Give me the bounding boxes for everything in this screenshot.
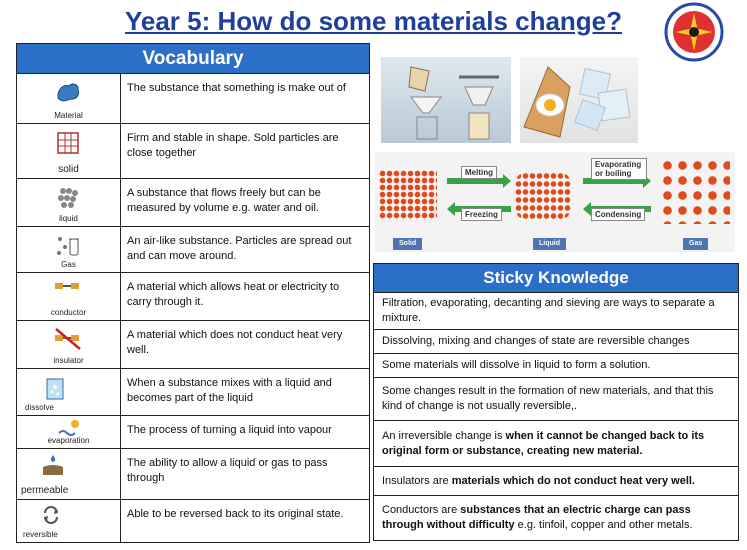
sticky-row: Conductors are substances that an electr… xyxy=(382,504,693,531)
sticky-knowledge-heading: Sticky Knowledge xyxy=(374,264,738,293)
liquid-state-label: Liquid xyxy=(533,238,566,250)
school-crest-icon xyxy=(664,2,724,62)
vocab-row-material: Material The substance that something is… xyxy=(17,74,369,124)
vocab-row-conductor: conductor A material which allows heat o… xyxy=(17,273,369,321)
vocabulary-heading: Vocabulary xyxy=(17,44,369,74)
insulator-icon xyxy=(55,328,81,350)
sticky-row: Insulators are materials which do not co… xyxy=(374,467,738,496)
vocab-definition: The ability to allow a liquid or gas to … xyxy=(127,457,328,484)
vocab-row-dissolve: dissolve When a substance mixes with a l… xyxy=(17,369,369,416)
vocab-definition: A substance that flows freely but can be… xyxy=(127,187,321,214)
sticky-row: Dissolving, mixing and changes of state … xyxy=(374,330,738,354)
vocab-row-solid: solid Firm and stable in shape. Sold par… xyxy=(17,124,369,179)
vocab-definition: The substance that something is make out… xyxy=(127,82,346,94)
sticky-row: Some materials will dissolve in liquid t… xyxy=(374,354,738,378)
dissolve-icon xyxy=(46,378,64,400)
vocab-row-insulator: insulator A material which does not cond… xyxy=(17,321,369,369)
vocab-definition: Firm and stable in shape. Sold particles… xyxy=(127,132,339,159)
vocab-definition: A material which does not conduct heat v… xyxy=(127,329,343,356)
vocab-row-liquid: liquid A substance that flows freely but… xyxy=(17,179,369,227)
gas-state-label: Gas xyxy=(683,238,709,250)
sticky-knowledge-table: Sticky Knowledge Filtration, evaporating… xyxy=(373,263,739,541)
states-of-matter-diagram: Melting Freezing Evaporating or boiling … xyxy=(375,152,735,252)
sticky-row: Some changes result in the formation of … xyxy=(374,378,738,421)
liquid-icon xyxy=(58,188,78,208)
vocab-row-evaporation: evaporation The process of turning a liq… xyxy=(17,416,369,449)
vocab-row-permeable: permeable The ability to allow a liquid … xyxy=(17,449,369,500)
state-arrows-icon xyxy=(447,174,651,216)
material-icon xyxy=(57,83,79,102)
permeable-icon xyxy=(43,455,63,475)
page-title: Year 5: How do some materials change? xyxy=(124,6,623,36)
funnel-filter-icon xyxy=(408,66,499,140)
vocab-definition: Able to be reversed back to its original… xyxy=(127,508,344,520)
vocab-definition: When a substance mixes with a liquid and… xyxy=(127,377,332,404)
vocab-definition: An air-like substance. Particles are spr… xyxy=(127,235,352,262)
filtering-photo xyxy=(381,57,511,143)
condensing-label: Condensing xyxy=(591,208,646,221)
solid-icon xyxy=(57,132,79,154)
vocab-row-gas: Gas An air-like substance. Particles are… xyxy=(17,227,369,273)
vocabulary-table: Vocabulary Material The substance that s… xyxy=(16,43,370,543)
vocab-definition: The process of turning a liquid into vap… xyxy=(127,424,332,436)
sticky-row: An irreversible change is when it cannot… xyxy=(374,421,738,467)
melting-label: Melting xyxy=(461,166,497,179)
freezing-label: Freezing xyxy=(461,208,502,221)
solid-state-label: Solid xyxy=(393,238,423,250)
gas-icon xyxy=(57,237,79,256)
sticky-row: Filtration, evaporating, decanting and s… xyxy=(374,293,738,330)
solid-particles xyxy=(379,170,437,220)
egg-and-ice-icon xyxy=(523,66,631,138)
liquid-particles xyxy=(515,172,571,220)
evaporation-icon xyxy=(58,420,79,436)
gas-particles xyxy=(660,158,730,224)
vocab-definition: A material which allows heat or electric… xyxy=(127,281,340,308)
conductor-icon xyxy=(55,283,79,289)
reversible-icon xyxy=(44,506,58,524)
evaporating-label: Evaporating or boiling xyxy=(591,158,647,180)
vocab-row-reversible: reversible Able to be reversed back to i… xyxy=(17,500,369,542)
egg-ice-photo xyxy=(520,57,638,143)
